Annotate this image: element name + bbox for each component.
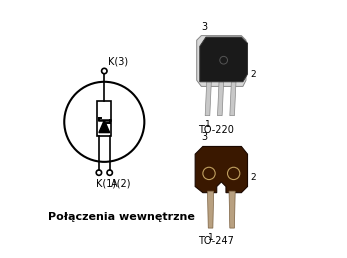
Polygon shape	[208, 191, 214, 228]
Text: 2: 2	[251, 70, 256, 79]
Polygon shape	[195, 147, 247, 193]
Text: TO-247: TO-247	[198, 236, 234, 246]
Text: A(2): A(2)	[111, 179, 132, 189]
Polygon shape	[229, 191, 235, 228]
Text: K(1): K(1)	[96, 179, 116, 189]
Text: Połączenia wewnętrzne: Połączenia wewnętrzne	[48, 212, 195, 222]
Text: TO-220: TO-220	[198, 125, 234, 135]
Text: 3: 3	[201, 132, 208, 142]
Text: 2: 2	[251, 173, 256, 182]
FancyBboxPatch shape	[98, 101, 111, 136]
Polygon shape	[230, 82, 236, 116]
Text: 1: 1	[208, 233, 213, 242]
Polygon shape	[197, 36, 246, 86]
Text: K(3): K(3)	[108, 57, 128, 66]
Polygon shape	[218, 82, 224, 116]
Polygon shape	[200, 37, 247, 82]
Text: 3: 3	[201, 22, 208, 33]
Text: 1: 1	[205, 120, 210, 129]
Polygon shape	[99, 120, 110, 133]
Polygon shape	[205, 82, 211, 116]
